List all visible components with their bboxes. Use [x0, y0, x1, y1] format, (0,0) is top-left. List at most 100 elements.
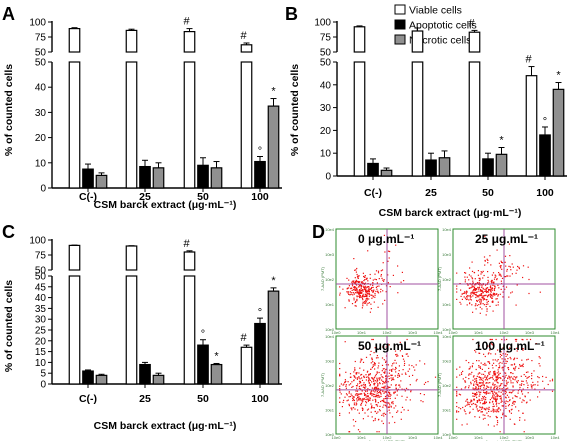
event-dot — [496, 387, 498, 389]
event-dot — [353, 293, 355, 295]
event-dot — [476, 391, 478, 393]
event-dot — [494, 386, 496, 388]
event-dot — [456, 411, 458, 413]
event-dot — [502, 353, 504, 355]
event-dot — [377, 357, 379, 359]
event-dot — [358, 372, 360, 374]
event-dot — [497, 349, 499, 351]
event-dot — [376, 378, 378, 380]
event-dot — [385, 380, 387, 383]
event-dot — [362, 285, 364, 287]
bar-viable — [68, 61, 81, 189]
event-dot — [377, 411, 379, 413]
event-dot — [486, 376, 488, 378]
event-dot — [389, 395, 391, 397]
event-dot — [472, 387, 474, 389]
event-dot — [514, 423, 516, 425]
event-dot — [491, 391, 493, 393]
event-dot — [376, 405, 379, 407]
event-dot — [516, 350, 518, 352]
event-dot — [504, 390, 506, 392]
event-dot — [477, 282, 479, 284]
event-dot — [477, 410, 479, 412]
event-dot — [390, 394, 392, 396]
event-dot — [508, 243, 510, 245]
event-dot — [477, 388, 479, 390]
event-dot — [371, 381, 373, 383]
event-dot — [372, 393, 374, 395]
event-dot — [357, 292, 359, 294]
event-dot — [384, 413, 387, 415]
event-dot — [505, 407, 507, 409]
event-dot — [456, 405, 458, 408]
event-dot — [487, 345, 489, 347]
event-dot — [382, 406, 384, 408]
event-dot — [486, 379, 489, 381]
event-dot — [377, 272, 380, 274]
event-dot — [363, 386, 366, 388]
event-dot — [468, 385, 470, 387]
event-dot — [375, 290, 377, 292]
event-dot — [380, 291, 382, 293]
event-dot — [483, 398, 485, 400]
event-dot — [359, 397, 361, 400]
event-dot — [485, 397, 487, 399]
event-dot — [485, 289, 487, 291]
event-dot — [377, 384, 379, 386]
event-dot — [492, 301, 494, 303]
event-dot — [482, 381, 485, 383]
event-dot — [391, 378, 394, 380]
event-dot — [489, 392, 491, 394]
event-dot — [482, 292, 484, 294]
event-dot — [383, 368, 385, 370]
event-dot — [377, 270, 380, 272]
event-dot — [372, 399, 374, 401]
event-dot — [372, 291, 374, 293]
event-dot — [364, 384, 366, 386]
event-dot — [475, 406, 477, 408]
event-dot — [493, 282, 495, 284]
event-dot — [369, 311, 371, 313]
significance-mark: ° — [258, 307, 262, 319]
event-dot — [412, 374, 414, 376]
event-dot — [359, 289, 361, 291]
event-dot — [371, 377, 373, 379]
event-dot — [365, 299, 367, 301]
event-dot — [356, 296, 358, 298]
event-dot — [391, 416, 394, 418]
event-dot — [468, 295, 470, 297]
event-dot — [365, 293, 367, 295]
event-dot — [359, 399, 361, 401]
event-dot — [363, 347, 365, 349]
event-dot — [475, 395, 477, 397]
event-dot — [392, 368, 394, 370]
event-dot — [493, 387, 496, 389]
event-dot — [489, 349, 491, 351]
event-dot — [538, 377, 540, 379]
event-dot — [489, 362, 491, 365]
event-dot — [353, 398, 355, 400]
event-dot — [391, 379, 393, 381]
event-dot — [364, 279, 366, 281]
significance-mark: * — [271, 86, 276, 98]
event-dot — [481, 308, 483, 310]
event-dot — [368, 292, 370, 294]
event-dot — [368, 302, 370, 304]
event-dot — [461, 373, 463, 375]
y-tick-label: 25 — [35, 326, 47, 337]
event-dot — [368, 295, 370, 297]
event-dot — [490, 387, 492, 389]
event-dot — [365, 390, 367, 393]
event-dot — [482, 295, 484, 297]
event-dot — [373, 384, 375, 386]
event-dot — [472, 402, 474, 405]
event-dot — [514, 367, 516, 369]
legend-swatch-viable — [394, 4, 406, 15]
event-dot — [527, 387, 529, 389]
flow-y-axis-title: 7-AAD (PMT) — [320, 266, 325, 291]
event-dot — [487, 262, 489, 264]
event-dot — [496, 392, 498, 394]
event-dot — [464, 291, 466, 293]
flow-x-tick-label: 10e2 — [500, 435, 510, 440]
flow-y-tick-label: 10e2 — [442, 277, 452, 282]
